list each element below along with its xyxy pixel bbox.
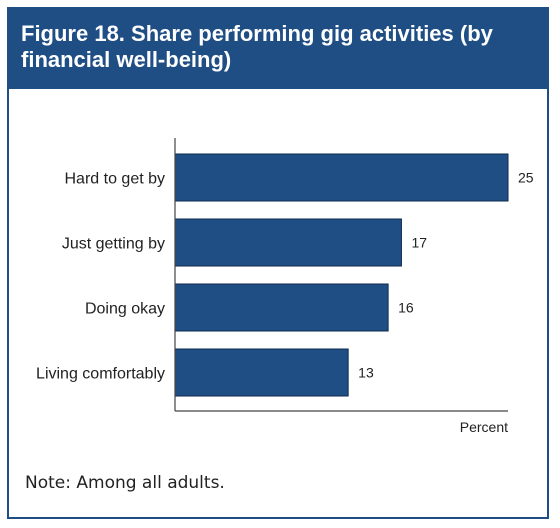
bar <box>174 218 402 267</box>
value-label: 25 <box>518 170 534 186</box>
bar <box>174 153 509 202</box>
figure-title: Figure 18. Share performing gig activiti… <box>21 21 493 72</box>
category-label: Doing okay <box>85 301 165 318</box>
category-label: Just getting by <box>62 236 165 253</box>
bar <box>174 348 349 397</box>
bar <box>174 283 389 332</box>
figure-note: Note: Among all adults. <box>25 473 225 493</box>
value-label: 16 <box>398 300 414 316</box>
category-label: Hard to get by <box>65 171 166 188</box>
value-label: 17 <box>411 235 427 251</box>
figure-frame: Figure 18. Share performing gig activiti… <box>7 7 549 519</box>
figure-header: Figure 18. Share performing gig activiti… <box>9 9 547 89</box>
x-axis-label: Percent <box>460 419 508 435</box>
value-label: 13 <box>358 365 374 381</box>
category-label: Living comfortably <box>36 366 165 383</box>
